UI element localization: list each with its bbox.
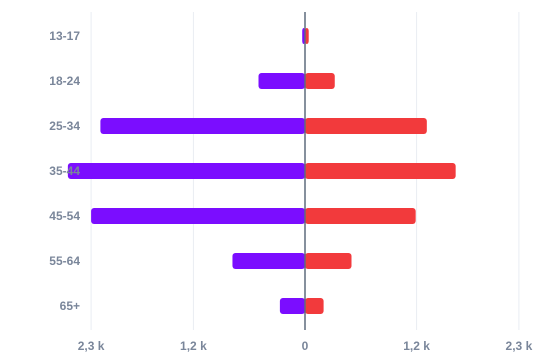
category-label: 45-54 xyxy=(49,209,80,223)
left-bar-55-64[interactable] xyxy=(232,253,305,269)
right-bar-18-24[interactable] xyxy=(305,73,335,89)
right-bar-25-34[interactable] xyxy=(305,118,427,134)
right-bar-45-54[interactable] xyxy=(305,208,416,224)
x-tick-label: 1,2 k xyxy=(180,339,207,353)
left-bar-25-34[interactable] xyxy=(100,118,306,134)
right-bar-13-17[interactable] xyxy=(305,28,309,44)
left-bar-18-24[interactable] xyxy=(258,73,306,89)
category-label: 65+ xyxy=(60,299,80,313)
right-bar-35-44[interactable] xyxy=(305,163,456,179)
x-tick-label: 2,3 k xyxy=(78,339,105,353)
x-tick-labels: 2,3 k 1,2 k 0 1,2 k 2,3 k xyxy=(78,339,533,353)
right-bar-65+[interactable] xyxy=(305,298,324,314)
x-tick-label: 1,2 k xyxy=(403,339,430,353)
category-label: 25-34 xyxy=(49,119,80,133)
bars-group xyxy=(67,28,456,314)
left-bar-65+[interactable] xyxy=(279,298,305,314)
category-label: 35-44 xyxy=(49,164,80,178)
right-bar-55-64[interactable] xyxy=(305,253,352,269)
x-tick-label: 2,3 k xyxy=(506,339,533,353)
category-label: 55-64 xyxy=(49,254,80,268)
category-label: 13-17 xyxy=(49,29,80,43)
left-bar-45-54[interactable] xyxy=(91,208,305,224)
x-tick-label: 0 xyxy=(302,339,309,353)
left-bar-35-44[interactable] xyxy=(67,163,305,179)
category-label: 18-24 xyxy=(49,74,80,88)
category-labels: 13-17 18-24 25-34 35-44 45-54 55-64 65+ xyxy=(49,29,80,313)
